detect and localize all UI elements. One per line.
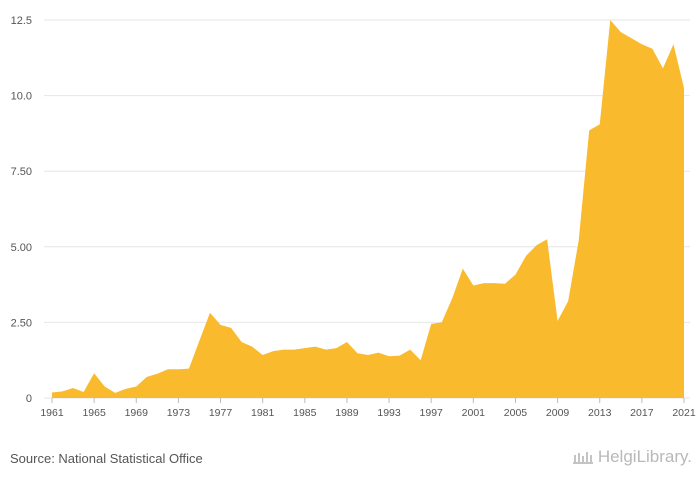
x-tick-label: 2009 xyxy=(546,407,570,419)
x-tick-label: 1961 xyxy=(40,407,64,419)
y-axis-tick-labels: 0 2.50 5.00 7.50 10.0 12.5 xyxy=(11,15,32,405)
x-tick-label: 2001 xyxy=(462,407,486,419)
y-tick-label: 10.0 xyxy=(11,91,32,103)
x-tick-label: 1977 xyxy=(209,407,233,419)
x-tick-label: 2017 xyxy=(630,407,654,419)
y-tick-label: 2.50 xyxy=(11,317,32,329)
x-tick-label: 2013 xyxy=(588,407,612,419)
x-tick-label: 1965 xyxy=(82,407,106,419)
x-tick-label: 1985 xyxy=(293,407,317,419)
y-tick-label: 7.50 xyxy=(11,166,32,178)
source-note: Source: National Statistical Office xyxy=(10,451,203,466)
area-fill[interactable] xyxy=(52,20,684,398)
x-tick-label: 1997 xyxy=(420,407,444,419)
y-tick-label: 12.5 xyxy=(11,15,32,27)
brand-name: HelgiLibrary. xyxy=(597,447,692,466)
library-icon xyxy=(572,452,593,464)
x-tick-label: 2021 xyxy=(672,407,696,419)
area-series xyxy=(52,20,684,398)
y-tick-label: 0 xyxy=(26,393,32,405)
x-tick-label: 2005 xyxy=(504,407,528,419)
y-tick-label: 5.00 xyxy=(11,242,32,254)
x-tick-label: 1989 xyxy=(335,407,359,419)
x-tick-label: 1969 xyxy=(125,407,149,419)
brand-logo[interactable]: HelgiLibrary. xyxy=(572,447,692,467)
x-tick-label: 1993 xyxy=(377,407,401,419)
x-tick-label: 1973 xyxy=(167,407,191,419)
x-tick-label: 1981 xyxy=(251,407,275,419)
x-axis-tick-labels: 1961 1965 1969 1973 1977 1981 1985 1989 1993 1997… xyxy=(40,398,696,419)
